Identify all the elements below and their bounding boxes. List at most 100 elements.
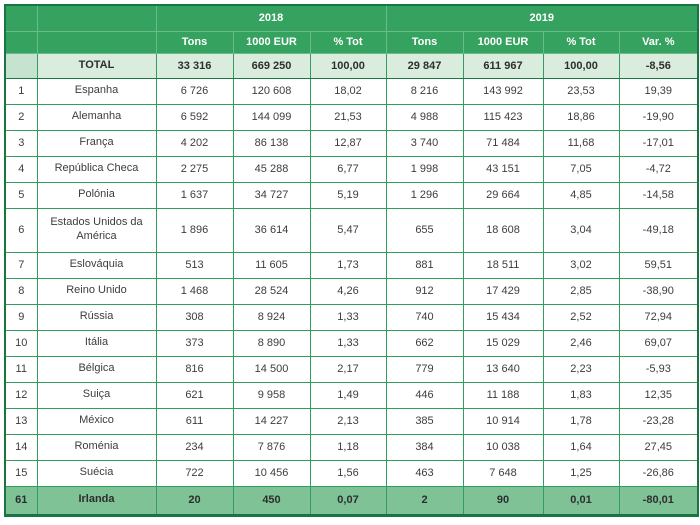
value-cell: 0,07 <box>309 485 387 516</box>
rank-cell: 6 <box>4 207 38 253</box>
value-cell: 450 <box>232 485 311 516</box>
value-cell: -49,18 <box>618 207 699 253</box>
country-cell: Irlanda <box>36 485 157 516</box>
value-cell: 143 992 <box>462 77 544 105</box>
value-cell: 7,05 <box>542 155 620 183</box>
blank-header-cell <box>4 4 38 32</box>
value-cell: 4,85 <box>542 181 620 209</box>
value-cell: 1,33 <box>309 303 387 331</box>
country-cell: Rússia <box>36 303 157 331</box>
rank-cell: 7 <box>4 251 38 279</box>
value-cell: 10 456 <box>232 459 311 487</box>
country-cell: República Checa <box>36 155 157 183</box>
value-cell: 11 605 <box>232 251 311 279</box>
value-cell: 1,56 <box>309 459 387 487</box>
value-cell: 29 847 <box>385 52 464 79</box>
value-cell: 23,53 <box>542 77 620 105</box>
value-cell: 71 484 <box>462 129 544 157</box>
table-row-8: 8 Reino Unido 1 468 28 524 4,26 912 17 429 2,85… <box>4 277 699 305</box>
value-cell: 33 316 <box>155 52 234 79</box>
country-cell: Bélgica <box>36 355 157 383</box>
value-cell: 1,49 <box>309 381 387 409</box>
value-cell: 2 275 <box>155 155 234 183</box>
value-cell: 446 <box>385 381 464 409</box>
value-cell: 2 <box>385 485 464 516</box>
value-cell: 669 250 <box>232 52 311 79</box>
value-cell: 1,64 <box>542 433 620 461</box>
column-header-pct-tot-2018: % Tot <box>309 30 387 54</box>
value-cell: 2,52 <box>542 303 620 331</box>
value-cell: 8 924 <box>232 303 311 331</box>
value-cell: 19,39 <box>618 77 699 105</box>
value-cell: 7 648 <box>462 459 544 487</box>
value-cell: 2,46 <box>542 329 620 357</box>
value-cell: 36 614 <box>232 207 311 253</box>
value-cell: 513 <box>155 251 234 279</box>
value-cell: 1 468 <box>155 277 234 305</box>
value-cell: 373 <box>155 329 234 357</box>
value-cell: 18,86 <box>542 103 620 131</box>
rank-cell: 11 <box>4 355 38 383</box>
rank-cell: 13 <box>4 407 38 435</box>
rank-cell: 4 <box>4 155 38 183</box>
column-header-row: Tons 1000 EUR % Tot Tons 1000 EUR % Tot … <box>4 30 699 54</box>
table-row-6: 6 Estados Unidos da América 1 896 36 614 5,4… <box>4 207 699 253</box>
value-cell: 463 <box>385 459 464 487</box>
value-cell: 6 726 <box>155 77 234 105</box>
country-cell: Polónia <box>36 181 157 209</box>
value-cell: 1,73 <box>309 251 387 279</box>
value-cell: 1 896 <box>155 207 234 253</box>
value-cell: 662 <box>385 329 464 357</box>
rank-cell: 1 <box>4 77 38 105</box>
value-cell: 10 914 <box>462 407 544 435</box>
value-cell: 14 227 <box>232 407 311 435</box>
value-cell: 144 099 <box>232 103 311 131</box>
value-cell: 13 640 <box>462 355 544 383</box>
country-cell: Espanha <box>36 77 157 105</box>
value-cell: 120 608 <box>232 77 311 105</box>
table-row-3: 3 França 4 202 86 138 12,87 3 740 71 484 11,68-… <box>4 129 699 157</box>
rank-cell: 61 <box>4 485 38 516</box>
country-cell: Reino Unido <box>36 277 157 305</box>
value-cell: 17 429 <box>462 277 544 305</box>
value-cell: 21,53 <box>309 103 387 131</box>
blank-header-cell <box>36 4 157 32</box>
table-row-highlight-61: 61 Irlanda 20 450 0,07 2 90 0,01 -80,01 <box>4 485 699 516</box>
country-cell: Estados Unidos da América <box>36 207 157 253</box>
value-cell: 779 <box>385 355 464 383</box>
value-cell: 115 423 <box>462 103 544 131</box>
blank-header-cell <box>4 30 38 54</box>
column-header-1000eur-2019: 1000 EUR <box>462 30 544 54</box>
country-cell: México <box>36 407 157 435</box>
value-cell: 100,00 <box>542 52 620 79</box>
value-cell: 45 288 <box>232 155 311 183</box>
value-cell: 308 <box>155 303 234 331</box>
value-cell: 655 <box>385 207 464 253</box>
value-cell: 18 608 <box>462 207 544 253</box>
value-cell: -5,93 <box>618 355 699 383</box>
country-cell: França <box>36 129 157 157</box>
table-row-4: 4 República Checa 2 275 45 288 6,77 1 998 43 1… <box>4 155 699 183</box>
value-cell: -19,90 <box>618 103 699 131</box>
value-cell: -26,86 <box>618 459 699 487</box>
value-cell: 1,78 <box>542 407 620 435</box>
value-cell: 6 592 <box>155 103 234 131</box>
table-row-10: 10 Itália 373 8 890 1,33 662 15 029 2,46 69,07 <box>4 329 699 357</box>
table-row-13: 13 México 611 14 227 2,13 385 10 914 1,78 -23,28 <box>4 407 699 435</box>
value-cell: -23,28 <box>618 407 699 435</box>
value-cell: 4 988 <box>385 103 464 131</box>
value-cell: 881 <box>385 251 464 279</box>
value-cell: 2,17 <box>309 355 387 383</box>
value-cell: 1,33 <box>309 329 387 357</box>
table-row-7: 7 Eslováquia 513 11 605 1,73 881 18 511 3,02 59,… <box>4 251 699 279</box>
value-cell: 29 664 <box>462 181 544 209</box>
country-cell: Roménia <box>36 433 157 461</box>
value-cell: 8 890 <box>232 329 311 357</box>
rank-cell: 3 <box>4 129 38 157</box>
table-row-12: 12 Suiça 621 9 958 1,49 446 11 188 1,83 12,35 <box>4 381 699 409</box>
export-comparison-table: 2018 2019 Tons 1000 EUR % Tot Tons 1000 … <box>4 4 700 517</box>
column-header-tons-2018: Tons <box>155 30 234 54</box>
value-cell: 9 958 <box>232 381 311 409</box>
value-cell: 611 <box>155 407 234 435</box>
